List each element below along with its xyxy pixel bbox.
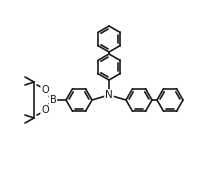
Text: B: B	[50, 95, 56, 105]
Text: N: N	[105, 90, 113, 100]
Text: O: O	[41, 105, 49, 115]
Text: O: O	[41, 85, 49, 95]
